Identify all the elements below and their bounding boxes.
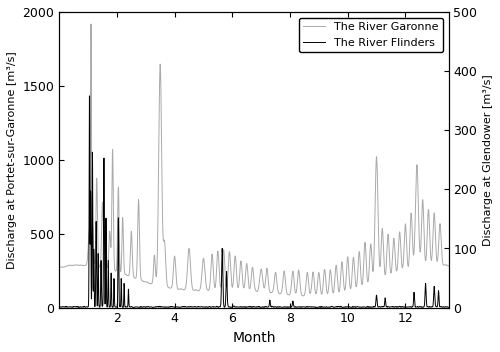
The River Flinders [446, 305, 452, 309]
Y-axis label: Discharge at Portet-sur-Garonne [m³/s]: Discharge at Portet-sur-Garonne [m³/s] [7, 51, 17, 269]
The River Flinders [86, 94, 92, 98]
The River Garonne [88, 22, 94, 26]
The River Garonne [434, 257, 440, 261]
The River Flinders [76, 305, 82, 309]
Line: The River Garonne: The River Garonne [59, 24, 448, 296]
The River Garonne [246, 283, 252, 287]
The River Garonne [363, 260, 369, 264]
The River Garonne [446, 264, 452, 268]
Line: The River Flinders: The River Flinders [59, 96, 448, 308]
Legend: The River Garonne, The River Flinders: The River Garonne, The River Flinders [298, 18, 443, 52]
Y-axis label: Discharge at Glendower [m³/s]: Discharge at Glendower [m³/s] [483, 74, 493, 246]
The River Garonne [434, 258, 440, 262]
The River Flinders [363, 305, 369, 309]
X-axis label: Month: Month [232, 331, 276, 345]
The River Flinders [246, 304, 252, 309]
The River Garonne [56, 265, 62, 270]
The River Garonne [300, 294, 306, 298]
The River Garonne [236, 285, 242, 289]
The River Garonne [76, 263, 82, 268]
The River Flinders [434, 304, 440, 308]
The River Flinders [56, 305, 62, 309]
The River Flinders [312, 306, 318, 310]
The River Flinders [434, 302, 440, 306]
The River Flinders [236, 305, 242, 309]
